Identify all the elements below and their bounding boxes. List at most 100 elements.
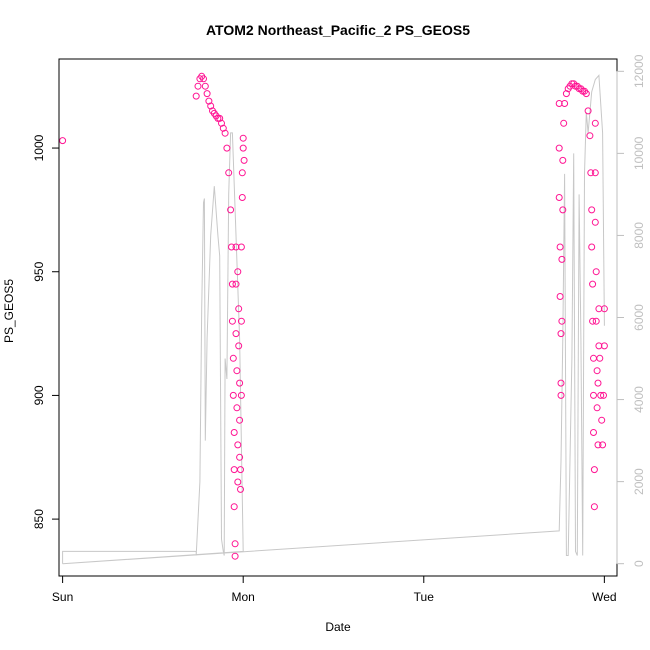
data-point: [555, 100, 563, 107]
data-point: [591, 169, 599, 177]
data-point: [589, 280, 597, 288]
data-point: [586, 132, 594, 140]
data-point: [229, 391, 237, 399]
data-point: [237, 391, 245, 399]
y-tick-label-right: 2000: [632, 468, 646, 495]
altitude-line: [62, 74, 605, 565]
data-point: [237, 243, 245, 251]
data-point: [593, 404, 601, 412]
data-point: [221, 129, 229, 137]
data-point: [207, 102, 215, 110]
data-point: [237, 485, 244, 493]
data-point: [593, 367, 601, 375]
data-point: [238, 169, 246, 177]
y-tick-label-right: 12000: [632, 54, 646, 88]
y-tick-label-right: 10000: [632, 136, 646, 170]
data-point: [594, 379, 602, 387]
ps-geos5-point-series: [59, 72, 608, 560]
data-point: [557, 330, 565, 338]
y-tick-label-left: 900: [32, 385, 46, 405]
data-point: [559, 156, 567, 164]
data-point: [223, 144, 231, 152]
data-point: [240, 156, 248, 164]
altitude-line-series: [62, 74, 605, 565]
x-tick-label: Tue: [414, 590, 435, 604]
data-point: [591, 119, 599, 127]
data-point: [236, 453, 244, 461]
y-tick-label-right: 0: [632, 560, 646, 567]
data-point: [600, 391, 607, 399]
data-point: [600, 342, 608, 350]
data-point: [590, 391, 597, 399]
data-point: [231, 552, 239, 560]
data-point: [238, 194, 246, 201]
data-point: [234, 441, 242, 449]
data-point: [588, 206, 596, 214]
data-point: [556, 243, 564, 251]
x-tick-label: Mon: [232, 590, 255, 604]
data-point: [230, 466, 238, 474]
data-point: [235, 342, 243, 350]
data-point: [599, 441, 607, 449]
y-tick-label-left: 1000: [32, 134, 46, 161]
data-point: [587, 169, 595, 177]
data-point: [557, 379, 565, 387]
y-tick-label-right: 6000: [632, 304, 646, 331]
data-point: [216, 114, 224, 122]
data-point: [228, 317, 236, 325]
data-point: [560, 119, 568, 127]
data-point: [590, 354, 597, 362]
data-point: [230, 429, 238, 436]
data-point: [559, 206, 567, 214]
data-point: [589, 317, 597, 325]
data-point: [192, 92, 200, 100]
data-point: [228, 243, 235, 251]
data-point: [203, 90, 211, 98]
data-point: [584, 107, 592, 115]
data-point: [233, 367, 241, 375]
data-point: [561, 100, 569, 107]
data-point: [562, 90, 570, 98]
data-point: [556, 293, 564, 300]
data-point: [230, 503, 238, 511]
data-point: [233, 404, 241, 412]
data-point: [228, 280, 236, 288]
data-point: [590, 466, 598, 474]
data-point: [237, 317, 245, 325]
data-point: [592, 268, 600, 276]
data-point: [237, 466, 244, 474]
data-point: [234, 478, 242, 486]
data-point: [591, 218, 599, 226]
y-tick-label-left: 850: [32, 509, 46, 529]
data-point: [232, 280, 240, 288]
data-point: [590, 503, 598, 511]
data-point: [59, 137, 67, 145]
data-point: [590, 429, 597, 436]
data-point: [232, 330, 240, 338]
data-point: [557, 391, 565, 399]
data-point: [219, 124, 227, 132]
data-point: [234, 268, 242, 276]
data-point: [588, 243, 596, 251]
y-tick-label-left: 950: [32, 261, 46, 281]
x-tick-label: Wed: [592, 590, 616, 604]
y-tick-label-right: 4000: [632, 386, 646, 413]
data-point: [194, 82, 202, 90]
data-point: [229, 354, 237, 362]
x-tick-label: Sun: [52, 590, 73, 604]
data-point: [558, 255, 566, 263]
data-point: [597, 391, 605, 399]
data-point: [200, 75, 207, 83]
chart-title: ATOM2 Northeast_Pacific_2 PS_GEOS5: [206, 22, 470, 38]
data-point: [231, 540, 239, 548]
data-point: [232, 243, 240, 251]
data-point: [239, 134, 247, 142]
data-point: [558, 317, 566, 325]
data-point: [225, 169, 233, 177]
plot-frame: [58, 58, 618, 577]
x-axis: Sun Mon Tue Wed: [52, 575, 617, 604]
x-axis-label: Date: [325, 620, 351, 634]
data-point: [592, 317, 600, 325]
data-point: [201, 82, 209, 90]
data-point: [236, 379, 244, 387]
